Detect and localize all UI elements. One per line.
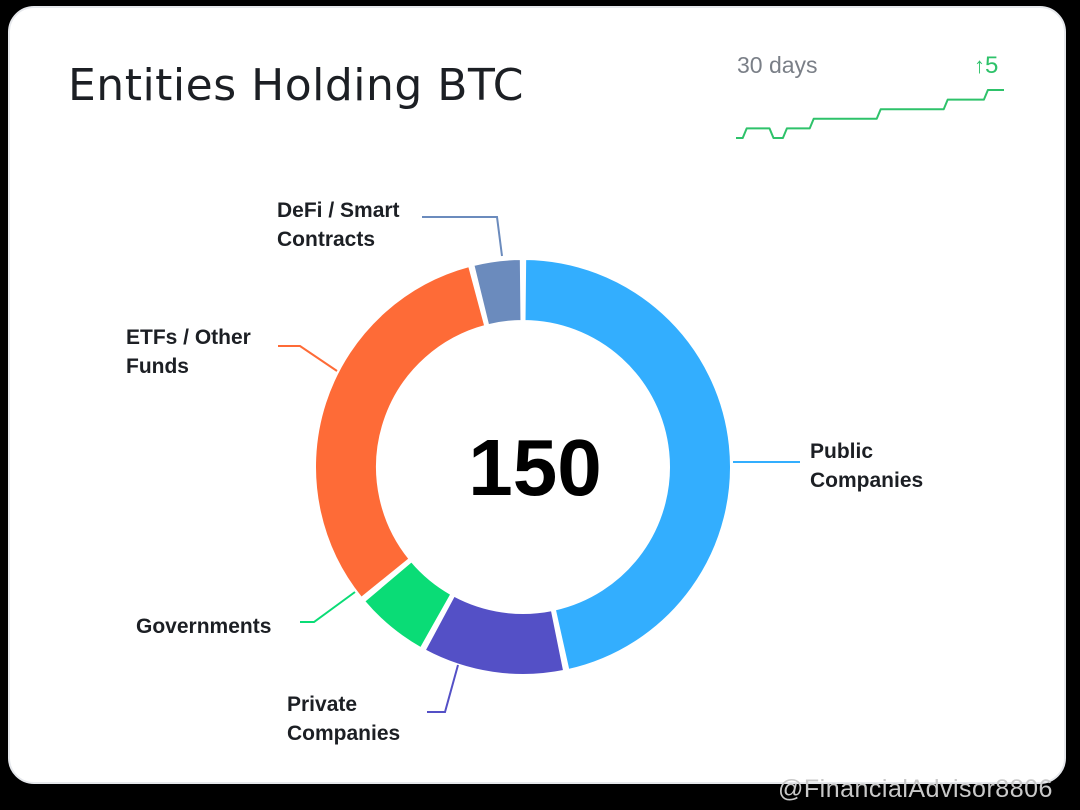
donut-slice-public-companies[interactable] bbox=[523, 257, 732, 672]
slice-label-defi-smart-contracts: DeFi / Smart Contracts bbox=[277, 199, 400, 251]
leader-line-private-companies bbox=[427, 664, 459, 713]
donut-slice-private-companies[interactable] bbox=[423, 594, 566, 676]
slice-label-private-companies: Private Companies bbox=[287, 693, 400, 745]
slice-label-governments: Governments bbox=[136, 615, 271, 638]
donut-slice-defi-smart-contracts[interactable] bbox=[472, 258, 523, 327]
sparkline-change-value: 5 bbox=[985, 52, 999, 79]
leader-line-governments bbox=[300, 591, 356, 623]
leader-line-defi-smart-contracts bbox=[422, 216, 503, 257]
donut-center-total: 150 bbox=[468, 423, 601, 512]
slice-label-etfs-other-funds: ETFs / Other Funds bbox=[126, 326, 251, 378]
sparkline-change: ↑5 bbox=[974, 52, 998, 80]
leader-line-etfs-other-funds bbox=[278, 345, 338, 372]
up-arrow-icon: ↑ bbox=[974, 53, 985, 78]
sparkline-period-label: 30 days bbox=[737, 52, 818, 78]
donut-slice-etfs-other-funds[interactable] bbox=[314, 264, 487, 600]
sparkline-line bbox=[736, 89, 1004, 139]
card-title: Entities Holding BTC bbox=[68, 60, 525, 111]
slice-label-public-companies: Public Companies bbox=[810, 440, 923, 492]
watermark-text: @FinancialAdvisor8806 bbox=[778, 775, 1053, 803]
donut-slice-governments[interactable] bbox=[362, 559, 453, 650]
